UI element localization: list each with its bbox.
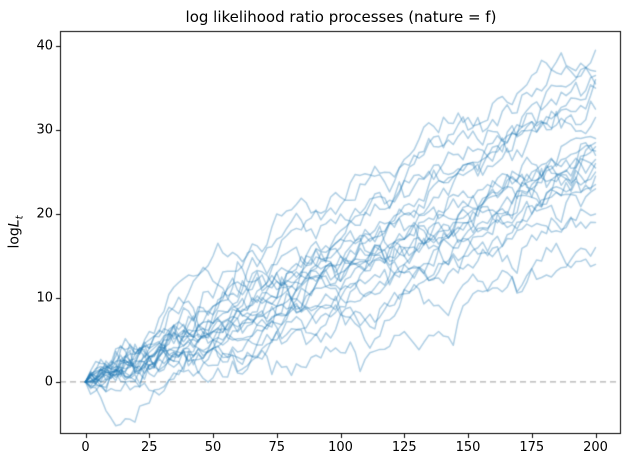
x-tick-label: 125 — [391, 440, 417, 455]
x-tick-label: 175 — [519, 440, 545, 455]
x-tick-label: 75 — [268, 440, 286, 455]
x-tick-label: 200 — [583, 440, 608, 455]
y-tick-label: 40 — [36, 38, 53, 54]
y-tick-label: 10 — [36, 290, 53, 306]
y-tick-label: 0 — [44, 374, 53, 390]
y-axis-label-prefix: log — [6, 227, 23, 249]
x-tick-label: 150 — [455, 440, 481, 455]
x-tick-label: 50 — [204, 440, 222, 455]
x-tick-label: 0 — [81, 440, 90, 455]
y-tick-label: 30 — [36, 122, 53, 138]
x-tick-label: 100 — [328, 440, 353, 455]
chart-title: log likelihood ratio processes (nature =… — [185, 8, 497, 26]
x-tick-label: 25 — [140, 440, 158, 455]
y-tick-label: 20 — [36, 206, 53, 222]
